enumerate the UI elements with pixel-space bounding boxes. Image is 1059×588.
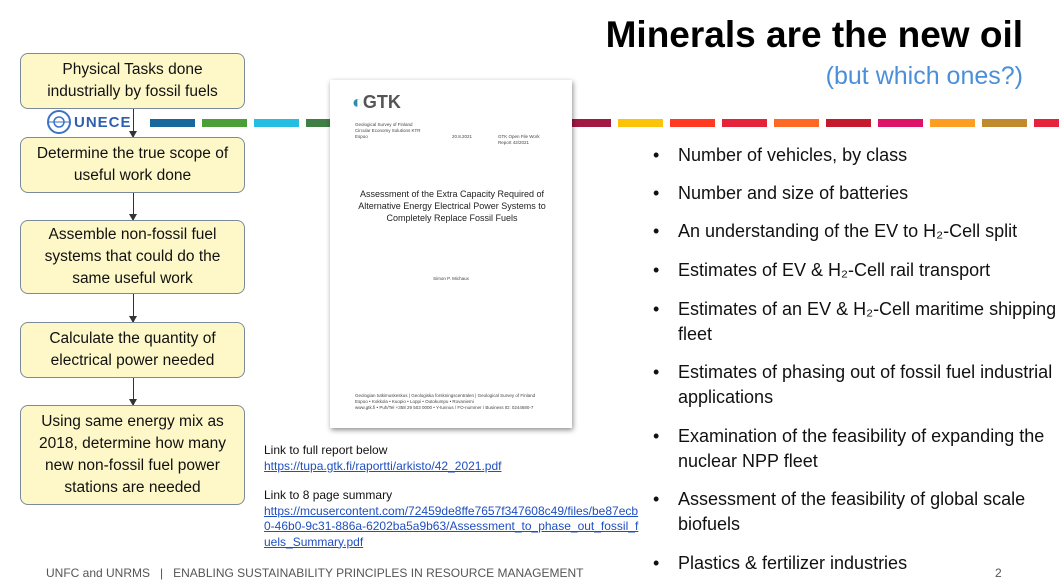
report-date: 20.8.2021 [452,134,473,139]
stripe-segment [670,119,715,127]
report-brand-text: GTK [362,92,401,112]
report-series: GTK Open File Work Report 42/2021 [498,134,540,145]
bullet-dot: • [653,299,660,319]
stripe-segment [618,119,663,127]
footer-line: Espoo • Kokkola • Kuopio • Loppi • Outok… [355,399,474,404]
bullet-dot: • [653,221,660,241]
report-brand: ◐GTK [352,92,401,112]
arrow [129,193,137,221]
bullet-dot: • [653,426,660,446]
footer-text: UNFC and UNRMS | ENABLING SUSTAINABILITY… [46,566,584,580]
flow-step: Assemble non-fossil fuel systems that co… [20,220,245,294]
bullet-text: Examination of the feasibility of expand… [678,426,1045,471]
bullet-dot: • [653,489,660,509]
bullet-text: Number of vehicles, by class [678,145,908,165]
logo-text: UNECE [74,113,132,131]
footer-line: www.gtk.fi • Puh/Tel +358 29 503 0000 • … [355,405,534,410]
un-emblem [47,110,71,134]
bullet-text: An understanding of the EV to H₂-Cell sp… [678,221,1018,241]
stripe-segment [722,119,767,127]
arrow [129,378,137,406]
stripe-segment [566,119,611,127]
bullet-dot: • [653,145,660,165]
stripe-segment [1034,119,1059,127]
report-author: Simon P. Michaux [433,276,469,281]
arrow [129,294,137,323]
bullet-dot: • [653,183,660,203]
title: Minerals are the new oil [605,14,1023,55]
flow-step: Physical Tasks done industrially by foss… [20,53,245,109]
report-footer: Geologian tutkimuskeskus | Geologiska fo… [355,393,535,411]
bullet-text: Assessment of the feasibility of global … [678,489,1026,534]
footer-line: Geologian tutkimuskeskus | Geologiska fo… [355,393,536,398]
org-line: Geological Survey of Finland [355,122,413,127]
subtitle: (but which ones?) [825,62,1023,90]
stripe-segment [150,119,195,127]
links: Link to full report below https://tupa.g… [264,443,644,550]
link-label: Link to full report below [264,443,388,457]
stripe-segment [982,119,1027,127]
bullet-text: Estimates of EV & H₂-Cell rail transport [678,260,991,280]
bullet-text: Estimates of an EV & H₂-Cell maritime sh… [678,299,1057,344]
report-cover: ◐GTK Geological Survey of Finland Circul… [330,80,572,428]
bullet-text: Number and size of batteries [678,183,909,203]
link[interactable]: https://mcusercontent.com/72459de8ffe765… [264,503,639,549]
org-line: Circular Economy Solutions KTR [355,128,421,133]
stripe-segment [930,119,975,127]
flow-step: Using same energy mix as 2018, determine… [20,405,245,505]
bullet-text: Plastics & fertilizer industries [678,553,908,573]
stripe-segment [774,119,819,127]
report-title: Assessment of the Extra Capacity Require… [358,189,546,223]
bullet-dot: • [653,362,660,382]
logo: UNECE [44,108,144,136]
bullet-text: Estimates of phasing out of fossil fuel … [678,362,1053,407]
stripe-segment [878,119,923,127]
stripe-segment [306,119,351,127]
stripe-segment [202,119,247,127]
flow-step: Determine the true scope of useful work … [20,137,245,193]
stripe-segment [254,119,299,127]
arrow [129,109,137,138]
bullet-dot: • [653,260,660,280]
page-number: 2 [995,566,1002,580]
report-org: Geological Survey of Finland Circular Ec… [355,122,421,140]
org-line: Espoo [355,134,368,139]
bullet-dot: • [653,553,660,573]
flow-step: Calculate the quantity of electrical pow… [20,322,245,378]
link[interactable]: https://tupa.gtk.fi/raportti/arkisto/42_… [264,458,502,473]
link-label: Link to 8 page summary [264,488,393,502]
stripe-segment [826,119,871,127]
